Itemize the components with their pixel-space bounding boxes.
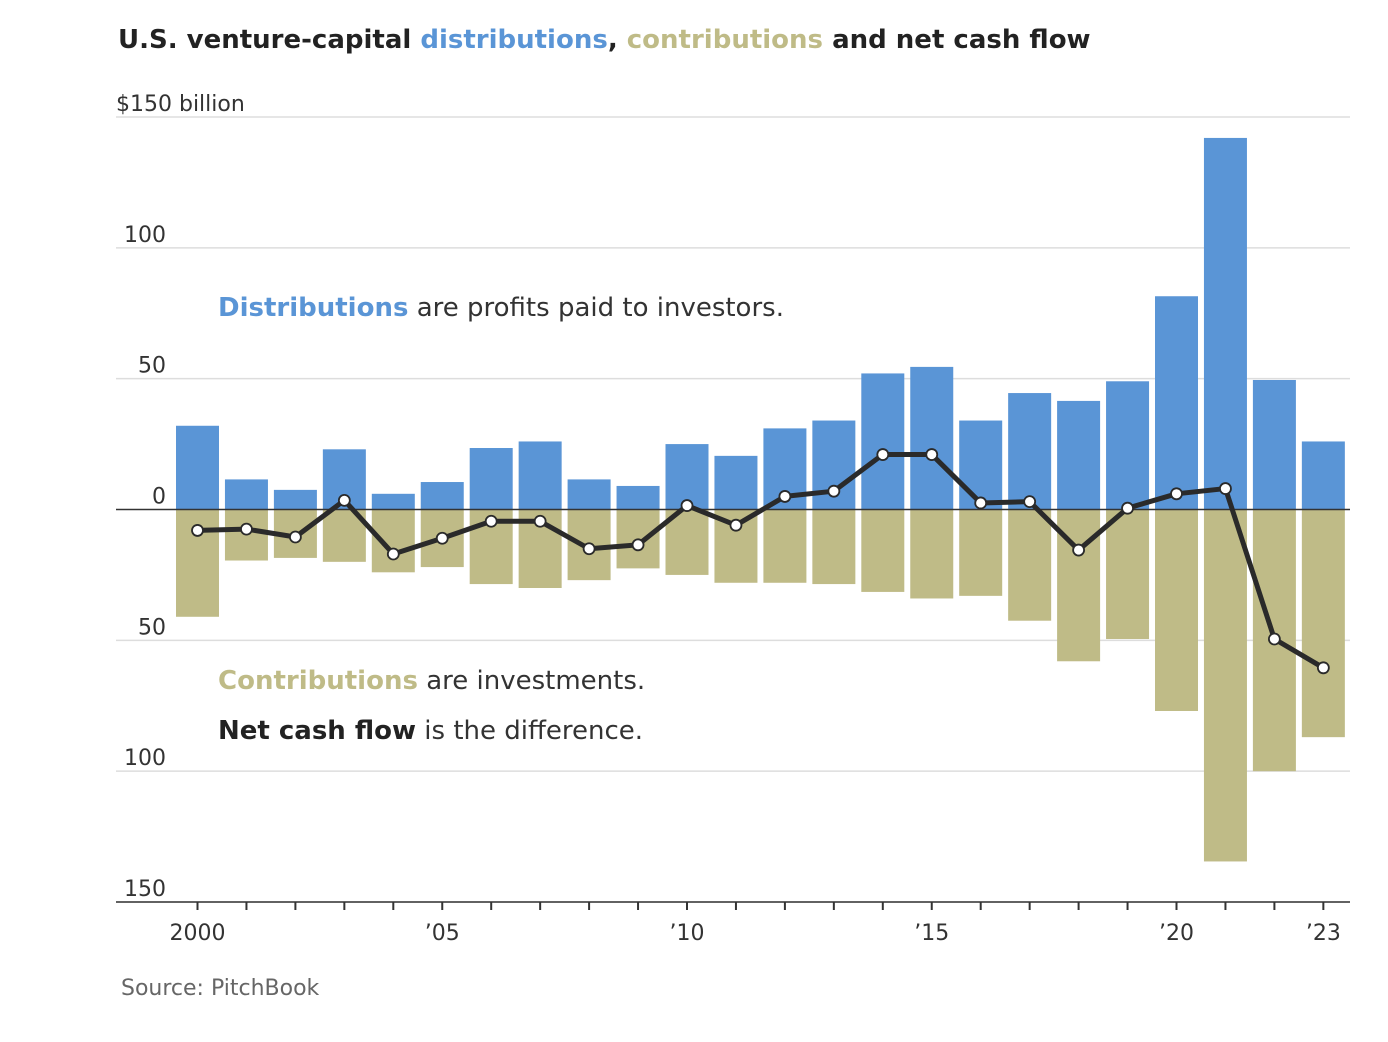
annotation-distributions-word: Distributions xyxy=(218,293,408,323)
distribution-bar xyxy=(1155,296,1198,510)
contribution-bar xyxy=(763,509,807,583)
distribution-bar xyxy=(616,485,660,510)
contribution-bar xyxy=(861,509,905,592)
distribution-bar xyxy=(1301,441,1345,510)
net-point xyxy=(337,493,351,507)
distribution-bar xyxy=(1106,381,1150,510)
distribution-bar xyxy=(273,489,317,510)
x-tick-label: ’20 xyxy=(1159,921,1194,946)
net-point xyxy=(240,522,253,536)
annotation-distributions-text: are profits paid to investors. xyxy=(408,293,784,323)
distribution-bar xyxy=(861,373,905,510)
net-point xyxy=(876,448,890,461)
net-point xyxy=(974,496,988,510)
distribution-bar xyxy=(1057,400,1101,510)
distribution-bar xyxy=(1203,137,1247,510)
distribution-bar xyxy=(371,493,415,510)
net-point xyxy=(191,524,204,537)
chart-title: U.S. venture-capital distributions, cont… xyxy=(118,25,1091,55)
annotation-net-text: is the difference. xyxy=(416,716,643,746)
distribution-bar xyxy=(176,425,219,510)
y-tick-label: 0 xyxy=(152,485,166,510)
distribution-bar xyxy=(959,420,1003,510)
x-tick-label: ’15 xyxy=(914,921,949,946)
x-tick-label: ’05 xyxy=(425,921,460,946)
net-point xyxy=(778,490,792,503)
distribution-bar xyxy=(1252,379,1296,510)
net-point xyxy=(386,547,400,561)
x-tick-label: ’10 xyxy=(670,921,705,946)
net-point xyxy=(435,531,449,545)
net-point xyxy=(1170,487,1183,501)
net-point xyxy=(827,484,841,498)
net-point xyxy=(1268,632,1281,646)
y-tick-label: 100 xyxy=(124,223,166,248)
net-point xyxy=(1219,482,1232,495)
x-tick-label: 2000 xyxy=(170,921,226,946)
net-point xyxy=(288,530,302,544)
title-distributions-word: distributions xyxy=(420,25,607,55)
net-point xyxy=(1023,495,1037,509)
net-point xyxy=(1072,543,1085,557)
distribution-bar xyxy=(567,479,611,510)
contribution-bar xyxy=(1008,509,1052,621)
contribution-bar xyxy=(910,509,954,599)
net-point xyxy=(680,499,694,512)
net-point xyxy=(1316,661,1330,675)
contribution-bar xyxy=(812,509,856,585)
distribution-bar xyxy=(420,482,464,510)
net-point xyxy=(533,514,547,528)
annotation-net-word: Net cash flow xyxy=(218,716,416,746)
title-part1: U.S. venture-capital xyxy=(118,25,420,55)
bars xyxy=(176,137,1345,862)
distribution-bar xyxy=(224,479,268,510)
contribution-bar xyxy=(1203,509,1247,862)
title-comma: , xyxy=(608,25,618,55)
source-note: Source: PitchBook xyxy=(121,976,320,1001)
x-tick-label: ’23 xyxy=(1306,921,1341,946)
distribution-bar xyxy=(518,441,562,510)
annotation-contributions-text: are investments. xyxy=(418,666,645,696)
distribution-bar xyxy=(469,448,513,510)
annotation-contributions: Contributions are investments. xyxy=(218,666,645,696)
contribution-bar xyxy=(959,509,1003,596)
annotation-net-cash-flow: Net cash flow is the difference. xyxy=(218,716,643,746)
net-point xyxy=(1121,501,1134,515)
y-tick-label: 150 xyxy=(124,877,166,902)
annotation-contributions-word: Contributions xyxy=(218,666,418,696)
contribution-bar xyxy=(1106,509,1150,640)
x-axis: 2000 ’05 ’10 ’15 ’20 ’23 xyxy=(116,901,1350,946)
net-point xyxy=(582,542,596,556)
y-tick-label: 100 xyxy=(124,746,166,771)
y-axis: $150 billion 100 50 0 50 100 150 xyxy=(116,92,245,902)
title-contributions-word: contributions xyxy=(618,25,823,55)
contribution-bar xyxy=(1155,509,1198,711)
y-tick-label: $150 billion xyxy=(116,92,245,117)
y-tick-label: 50 xyxy=(138,354,166,379)
distribution-bar xyxy=(665,444,709,510)
net-point xyxy=(484,514,498,528)
net-cash-flow-line xyxy=(191,448,1330,675)
y-tick-label: 50 xyxy=(138,615,166,640)
net-point xyxy=(729,518,743,532)
title-end: and net cash flow xyxy=(823,25,1091,55)
net-point xyxy=(925,448,939,461)
contribution-bar xyxy=(665,509,709,575)
net-point xyxy=(631,538,645,552)
annotation-distributions: Distributions are profits paid to invest… xyxy=(218,293,784,323)
distribution-bar xyxy=(910,366,954,510)
net-line-path xyxy=(195,452,1326,671)
distribution-bar xyxy=(714,455,758,510)
contribution-bar xyxy=(1301,509,1345,738)
distribution-bar xyxy=(1008,393,1052,510)
